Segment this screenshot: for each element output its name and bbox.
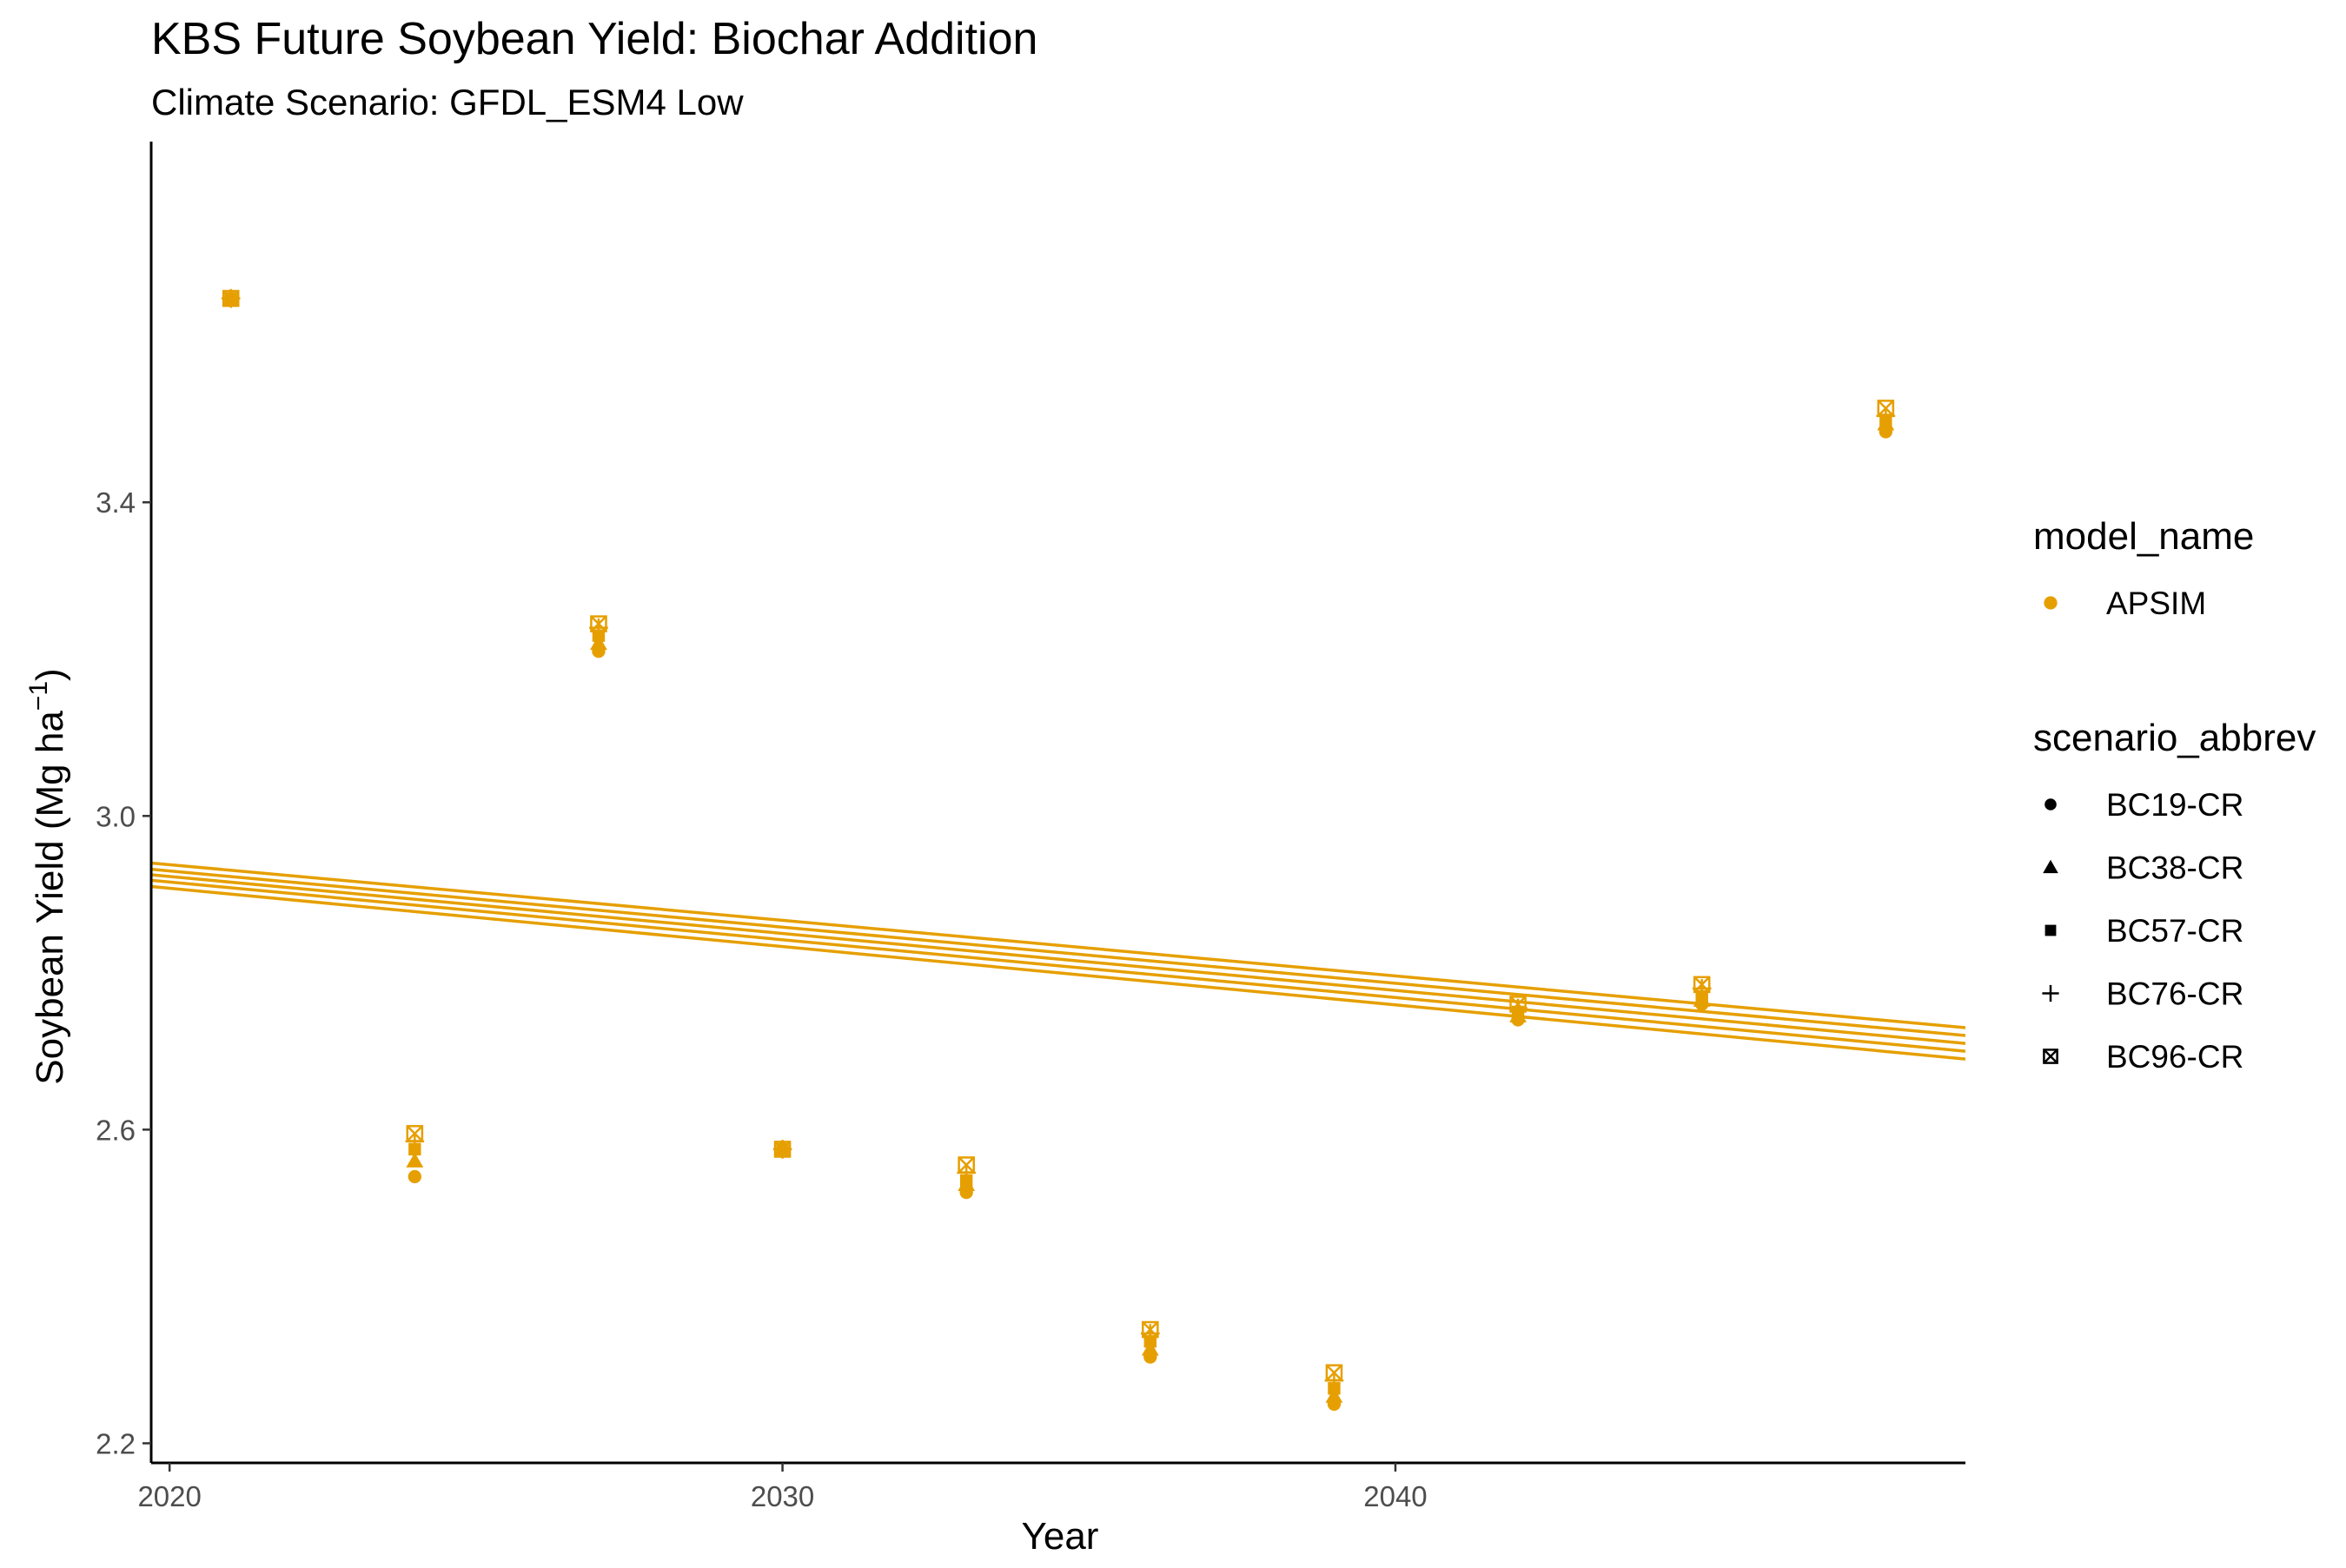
x-tick-label: 2020 — [137, 1480, 201, 1512]
data-point-bc76-cr — [589, 618, 608, 638]
legend-key-bc76-cr — [2042, 984, 2059, 1002]
x-tick-label: 2040 — [1363, 1480, 1427, 1512]
legend-color-items: APSIM — [2044, 586, 2206, 621]
trend-lines — [151, 861, 1965, 1061]
trend-line-bc96-cr — [151, 861, 1965, 1029]
chart-subtitle: Climate Scenario: GFDL_ESM4 Low — [151, 82, 744, 122]
y-tick-label: 2.2 — [96, 1427, 136, 1459]
data-point-bc96-cr — [1142, 1320, 1159, 1339]
y-axis-title: Soybean Yield (Mg ha−1) — [24, 668, 71, 1084]
x-tick-label: 2030 — [751, 1480, 814, 1512]
legend: model_name APSIM scenario_abbrev BC19-CR… — [2033, 515, 2316, 1075]
data-point-bc38-cr — [1141, 1340, 1159, 1356]
data-point-bc38-cr — [406, 1152, 424, 1168]
data-point-bc96-cr — [222, 289, 240, 308]
trend-line-bc57-cr — [151, 873, 1965, 1045]
y-tick-label: 3.4 — [96, 486, 136, 519]
y-axis-title-main: Soybean Yield (Mg ha — [29, 711, 71, 1085]
plot-area: 2020 2030 2040 2.2 2.6 3.0 3.4 — [96, 142, 1965, 1512]
svg-text:Soybean Yield (Mg ha−1): Soybean Yield (Mg ha−1) — [24, 668, 71, 1084]
legend-label-apsim: APSIM — [2106, 586, 2206, 621]
data-point-bc38-cr — [1325, 1387, 1343, 1403]
data-point-bc96-cr — [1509, 996, 1527, 1013]
chart-title: KBS Future Soybean Yield: Biochar Additi… — [151, 14, 1037, 64]
legend-key-apsim — [2044, 596, 2058, 610]
legend-label-bc19-cr: BC19-CR — [2106, 787, 2243, 823]
legend-key-bc57-cr — [2044, 924, 2057, 936]
legend-label-bc76-cr: BC76-CR — [2106, 976, 2243, 1012]
data-point-bc96-cr — [1325, 1364, 1343, 1381]
data-point-bc76-cr — [1692, 979, 1712, 998]
legend-shape-items: BC19-CR BC38-CR BC57-CR BC76-CR BC96-CR — [2042, 787, 2243, 1075]
data-points — [221, 288, 1896, 1411]
data-point-bc96-cr — [1693, 976, 1711, 994]
y-axis-title-superscript: −1 — [24, 681, 53, 711]
legend-label-bc57-cr: BC57-CR — [2106, 913, 2243, 949]
legend-title-scenario-abbrev: scenario_abbrev — [2033, 717, 2316, 759]
data-point-bc96-cr — [590, 615, 607, 632]
x-axis-title: Year — [1022, 1515, 1099, 1558]
data-point-bc96-cr — [406, 1125, 424, 1142]
data-point-bc96-cr — [773, 1141, 792, 1158]
y-tick-label: 3.0 — [96, 800, 136, 832]
y-axis-title-close: ) — [29, 668, 71, 681]
legend-key-bc38-cr — [2043, 859, 2058, 874]
legend-label-bc38-cr: BC38-CR — [2106, 850, 2243, 886]
trend-line-bc76-cr — [151, 867, 1965, 1037]
trend-line-bc38-cr — [151, 878, 1965, 1053]
data-point-bc96-cr — [958, 1156, 975, 1174]
data-point-bc76-cr — [1508, 998, 1528, 1018]
y-tick-label: 2.6 — [96, 1114, 136, 1146]
legend-title-model-name: model_name — [2033, 515, 2254, 558]
legend-key-bc19-cr — [2044, 798, 2057, 810]
legend-key-bc96-cr — [2043, 1049, 2058, 1064]
data-point-bc96-cr — [1877, 400, 1895, 417]
data-point-bc76-cr — [1141, 1324, 1160, 1343]
legend-label-bc96-cr: BC96-CR — [2106, 1039, 2243, 1075]
data-point-bc19-cr — [408, 1169, 421, 1184]
data-point-bc38-cr — [590, 634, 607, 651]
trend-line-bc19-cr — [151, 884, 1965, 1061]
